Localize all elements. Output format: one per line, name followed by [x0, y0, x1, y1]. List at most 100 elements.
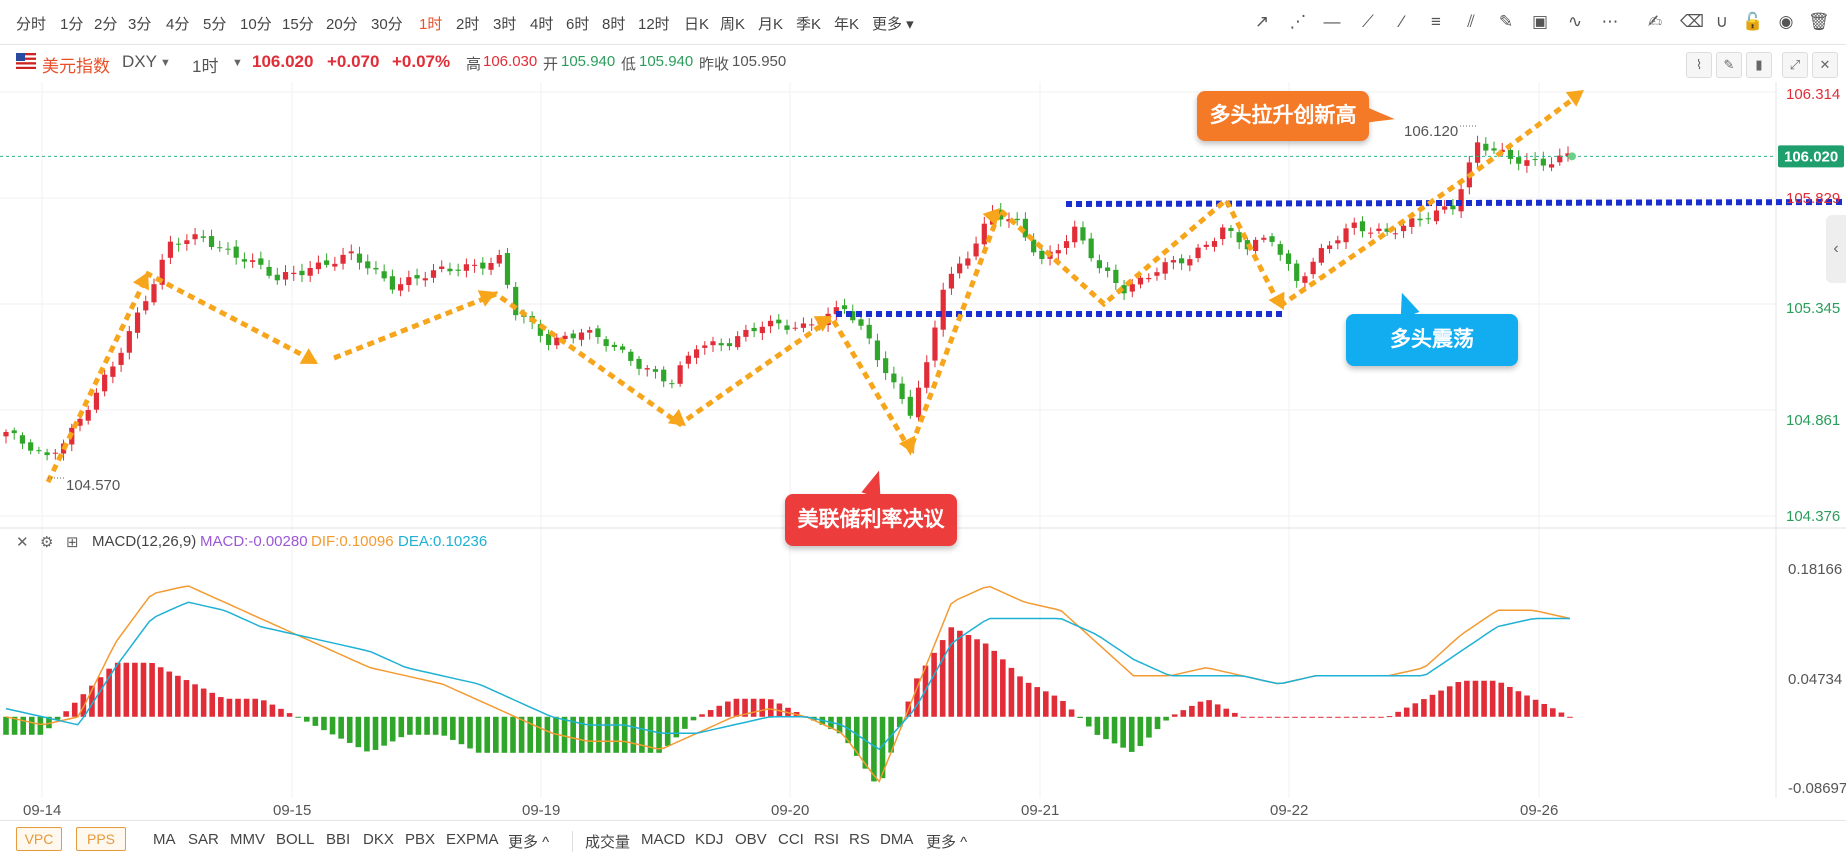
candle-body: [3, 431, 9, 437]
period-2[interactable]: 2分: [94, 16, 118, 33]
macd-bar: [1498, 682, 1505, 717]
macd-bar: [364, 716, 370, 752]
brush-icon[interactable]: ⁄: [1400, 12, 1404, 31]
gann-fan-icon[interactable]: ⫽: [1467, 12, 1475, 31]
low-marker: 104.570: [66, 477, 120, 494]
kline-chart[interactable]: 106.120 104.570 106.314 105.829 105.345 104.8…: [0, 82, 1846, 820]
macd-bar: [1085, 716, 1092, 727]
indicator-macd[interactable]: MACD: [641, 831, 686, 848]
chevron-down-icon[interactable]: ▼: [160, 57, 171, 69]
fibonacci-icon[interactable]: ≡: [1431, 12, 1441, 31]
candle-body: [595, 328, 601, 338]
instrument-name[interactable]: 美元指数: [42, 57, 110, 76]
eye-icon[interactable]: ◉: [1778, 12, 1794, 31]
indicator-volume[interactable]: 成交量: [572, 831, 630, 852]
period-13[interactable]: 4时: [530, 16, 554, 33]
period-14[interactable]: 6时: [566, 16, 590, 33]
macd-bar: [1515, 691, 1522, 717]
expand-icon[interactable]: ⤢: [1782, 52, 1808, 78]
trash-icon[interactable]: 🗑: [1808, 12, 1830, 31]
candle-body: [225, 248, 231, 250]
period-10[interactable]: 1时: [419, 16, 443, 33]
note-edit-icon[interactable]: ✍: [1647, 12, 1663, 31]
period-4[interactable]: 4分: [166, 16, 190, 33]
indicator-pbx[interactable]: PBX: [405, 831, 436, 848]
chevron-down-icon[interactable]: ▼: [232, 57, 243, 69]
segment-icon[interactable]: ⟋: [1362, 12, 1374, 31]
image-icon[interactable]: ▣: [1531, 12, 1549, 31]
period-17[interactable]: 日K: [684, 16, 710, 33]
macd-bar: [1283, 716, 1290, 718]
trend-line-icon[interactable]: ↗: [1254, 12, 1270, 31]
wave-icon[interactable]: ∿: [1567, 12, 1583, 31]
indicator-icon[interactable]: ⌇: [1686, 52, 1712, 78]
dif-value: DIF:0.10096: [311, 533, 394, 550]
magnet-icon[interactable]: ∪: [1715, 12, 1729, 31]
period-8[interactable]: 20分: [326, 16, 358, 33]
add-icon[interactable]: ⊞: [66, 534, 79, 551]
indicator-obv[interactable]: OBV: [735, 831, 767, 848]
close-icon[interactable]: ✕: [16, 534, 29, 551]
indicator-dkx[interactable]: DKX: [363, 831, 394, 848]
eraser-icon[interactable]: ⌫: [1680, 12, 1705, 31]
highlighter-icon[interactable]: ✎: [1498, 12, 1514, 31]
indicator-kdj[interactable]: KDJ: [695, 831, 724, 848]
period-18[interactable]: 周K: [720, 16, 746, 33]
horizontal-line-icon[interactable]: —: [1323, 12, 1341, 31]
candle-body: [134, 312, 141, 333]
instrument-code[interactable]: DXY: [122, 52, 157, 71]
macd-bar: [424, 716, 430, 735]
ray-line-icon[interactable]: ⋰: [1289, 12, 1307, 31]
indicator-expma[interactable]: EXPMA: [446, 831, 499, 848]
candle-style-icon[interactable]: ▮: [1746, 52, 1772, 78]
indicator-more-main[interactable]: 更多 ^: [508, 834, 550, 851]
indicator-cci[interactable]: CCI: [778, 831, 804, 848]
indicator-rs[interactable]: RS: [849, 831, 870, 848]
collapse-panel-handle[interactable]: ‹: [1826, 215, 1846, 283]
period-15[interactable]: 8时: [602, 16, 626, 33]
period-1[interactable]: 1分: [60, 16, 84, 33]
macd-bar: [1111, 716, 1118, 744]
macd-bar: [381, 716, 387, 746]
period-11[interactable]: 2时: [456, 16, 480, 33]
indicator-dma[interactable]: DMA: [880, 831, 914, 848]
macd-bar: [20, 716, 26, 735]
period-6[interactable]: 10分: [240, 16, 272, 33]
candle-body: [266, 266, 272, 276]
close-icon[interactable]: ✕: [1812, 52, 1838, 78]
indicator-mmv[interactable]: MMV: [230, 831, 265, 848]
period-20[interactable]: 季K: [796, 16, 822, 33]
candle-body: [973, 243, 979, 257]
prev-close-value: 105.950: [732, 53, 787, 70]
candle-body: [1129, 284, 1135, 292]
period-21[interactable]: 年K: [834, 16, 860, 33]
indicator-boll[interactable]: BOLL: [276, 831, 315, 848]
period-7[interactable]: 15分: [282, 16, 314, 33]
indicator-bbi[interactable]: BBI: [326, 831, 351, 848]
price-axis-label: 104.861: [1786, 412, 1840, 429]
indicator-rsi[interactable]: RSI: [814, 831, 840, 848]
candle-body: [381, 271, 387, 279]
period-0[interactable]: 分时: [16, 16, 47, 33]
vpc-button[interactable]: VPC: [16, 827, 62, 851]
lock-icon[interactable]: 🔓: [1742, 12, 1764, 31]
period-select[interactable]: 1时: [192, 57, 219, 76]
edit-icon[interactable]: ✎: [1716, 52, 1742, 78]
period-3[interactable]: 3分: [128, 16, 152, 33]
indicator-more-sub[interactable]: 更多 ^: [926, 834, 968, 851]
indicator-sar[interactable]: SAR: [188, 831, 219, 848]
more-icon[interactable]: ⋯: [1601, 12, 1619, 31]
candle-body: [151, 284, 157, 303]
period-22[interactable]: 更多 ▾: [872, 16, 914, 33]
period-9[interactable]: 30分: [371, 16, 403, 33]
period-5[interactable]: 5分: [203, 16, 227, 33]
candle-body: [1228, 228, 1234, 231]
gear-icon[interactable]: ⚙: [40, 534, 54, 551]
indicator-ma[interactable]: MA: [153, 831, 176, 848]
pps-button[interactable]: PPS: [76, 827, 126, 851]
macd-bar: [183, 680, 190, 717]
period-19[interactable]: 月K: [758, 16, 784, 33]
period-16[interactable]: 12时: [638, 16, 670, 33]
candle-body: [1187, 259, 1193, 266]
period-12[interactable]: 3时: [493, 16, 517, 33]
